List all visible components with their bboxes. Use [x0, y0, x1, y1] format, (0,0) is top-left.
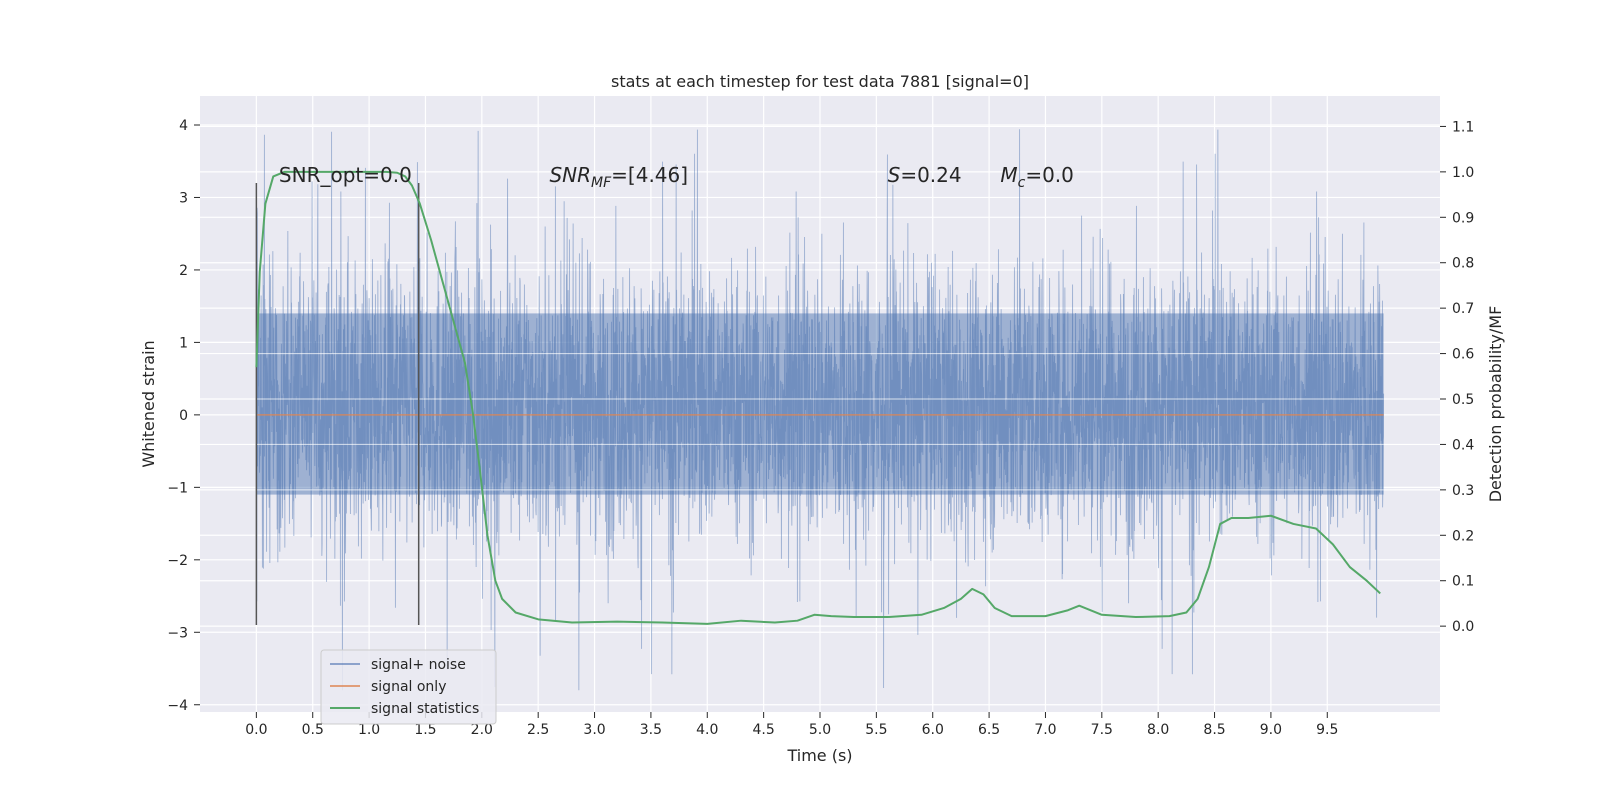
y-tick-label: 2 [179, 263, 188, 279]
x-tick-label: 5.0 [809, 722, 831, 738]
annotation-main: SNR_opt=0.0 [279, 163, 412, 187]
x-tick-label: 7.0 [1034, 722, 1056, 738]
y2-tick-label: 0.3 [1452, 483, 1474, 499]
y2-tick-label: 0.6 [1452, 347, 1474, 363]
y2-tick-label: 0.7 [1452, 301, 1474, 317]
noise-trace [255, 129, 1385, 691]
annotations: SNR_opt=0.0 SNRMF=[4.46] S=0.24 Mc=0.0 [279, 163, 1074, 191]
legend-label-signal-only: signal only [371, 679, 446, 695]
annotation-main: S [888, 163, 901, 187]
annotation-value: =0.0 [1025, 163, 1074, 187]
y2-tick-label: 0.9 [1452, 210, 1474, 226]
legend-label-signal-noise: signal+ noise [371, 657, 466, 673]
signal-statistics-line [255, 170, 1381, 625]
y2-tick-label: 0.8 [1452, 256, 1474, 272]
vertical-markers [255, 182, 420, 626]
annotation-subscript: c [1018, 175, 1026, 191]
y2-tick-label: 0.2 [1452, 528, 1474, 544]
x-tick-label: 7.5 [1091, 722, 1113, 738]
annotation-value: =[4.46] [611, 163, 688, 187]
chart-title: stats at each timestep for test data 788… [611, 72, 1029, 91]
annotation-value: =0.24 [900, 163, 961, 187]
x-tick-label: 3.0 [583, 722, 605, 738]
x-tick-label: 0.5 [302, 722, 324, 738]
legend: signal+ noise signal only signal statist… [320, 649, 497, 725]
annotation-snr_mf: SNRMF=[4.46] [549, 163, 688, 191]
y-axis-label: Whitened strain [139, 340, 158, 467]
legend-label-signal-statistics: signal statistics [371, 701, 479, 717]
annotation-main: M [1000, 163, 1017, 187]
y-tick-label: 3 [179, 190, 188, 206]
annotation-main: SNR [549, 163, 591, 187]
x-axis-label: Time (s) [786, 746, 852, 765]
y-axis-ticks: 4 3 2 1 0 −1 −2 −3 −4 [167, 118, 200, 714]
x-tick-label: 9.5 [1316, 722, 1338, 738]
y2-axis-ticks: 1.1 1.0 0.9 0.8 0.7 0.6 0.5 0.4 0.3 0.2 0.1 0.0 [1440, 119, 1474, 635]
y-tick-label: −4 [167, 698, 188, 714]
annotation-subscript: MF [591, 175, 612, 191]
annotation-mc: Mc=0.0 [1000, 163, 1074, 191]
y2-axis-label: Detection probability/MF [1486, 306, 1505, 503]
y-tick-label: 1 [179, 335, 188, 351]
x-tick-label: 2.0 [471, 722, 493, 738]
annotation-s: S=0.24 [888, 163, 962, 187]
y2-tick-label: 0.1 [1452, 574, 1474, 590]
x-tick-label: 1.5 [414, 722, 436, 738]
x-tick-label: 6.0 [922, 722, 944, 738]
x-tick-label: 1.0 [358, 722, 380, 738]
y-tick-label: 0 [179, 408, 188, 424]
annotation-snr_opt: SNR_opt=0.0 [279, 163, 412, 187]
y-tick-label: −3 [167, 625, 188, 641]
x-tick-label: 6.5 [978, 722, 1000, 738]
y-tick-label: 4 [179, 118, 188, 134]
x-tick-label: 9.0 [1260, 722, 1282, 738]
y2-tick-label: 0.0 [1452, 619, 1474, 635]
noise-core-band [256, 313, 1384, 495]
y2-tick-label: 1.0 [1452, 165, 1474, 181]
y-tick-label: −1 [167, 480, 188, 496]
legend-box [320, 649, 497, 725]
x-tick-label: 3.5 [640, 722, 662, 738]
x-tick-label: 5.5 [865, 722, 887, 738]
x-tick-label: 4.0 [696, 722, 718, 738]
y2-tick-label: 0.5 [1452, 392, 1474, 408]
x-axis-ticks: 0.0 0.5 1.0 1.5 2.0 2.5 3.0 3.5 4.0 4.5 5.0 5.5 6.0 6… [245, 712, 1338, 738]
x-tick-label: 2.5 [527, 722, 549, 738]
x-tick-label: 8.0 [1147, 722, 1169, 738]
y-tick-label: −2 [167, 553, 188, 569]
x-tick-label: 4.5 [753, 722, 775, 738]
series-signal-statistics [255, 170, 1381, 625]
y2-tick-label: 0.4 [1452, 437, 1474, 453]
x-tick-label: 0.0 [245, 722, 267, 738]
series-signal-noise [255, 129, 1385, 691]
x-tick-label: 8.5 [1203, 722, 1225, 738]
y2-tick-label: 1.1 [1452, 119, 1474, 135]
